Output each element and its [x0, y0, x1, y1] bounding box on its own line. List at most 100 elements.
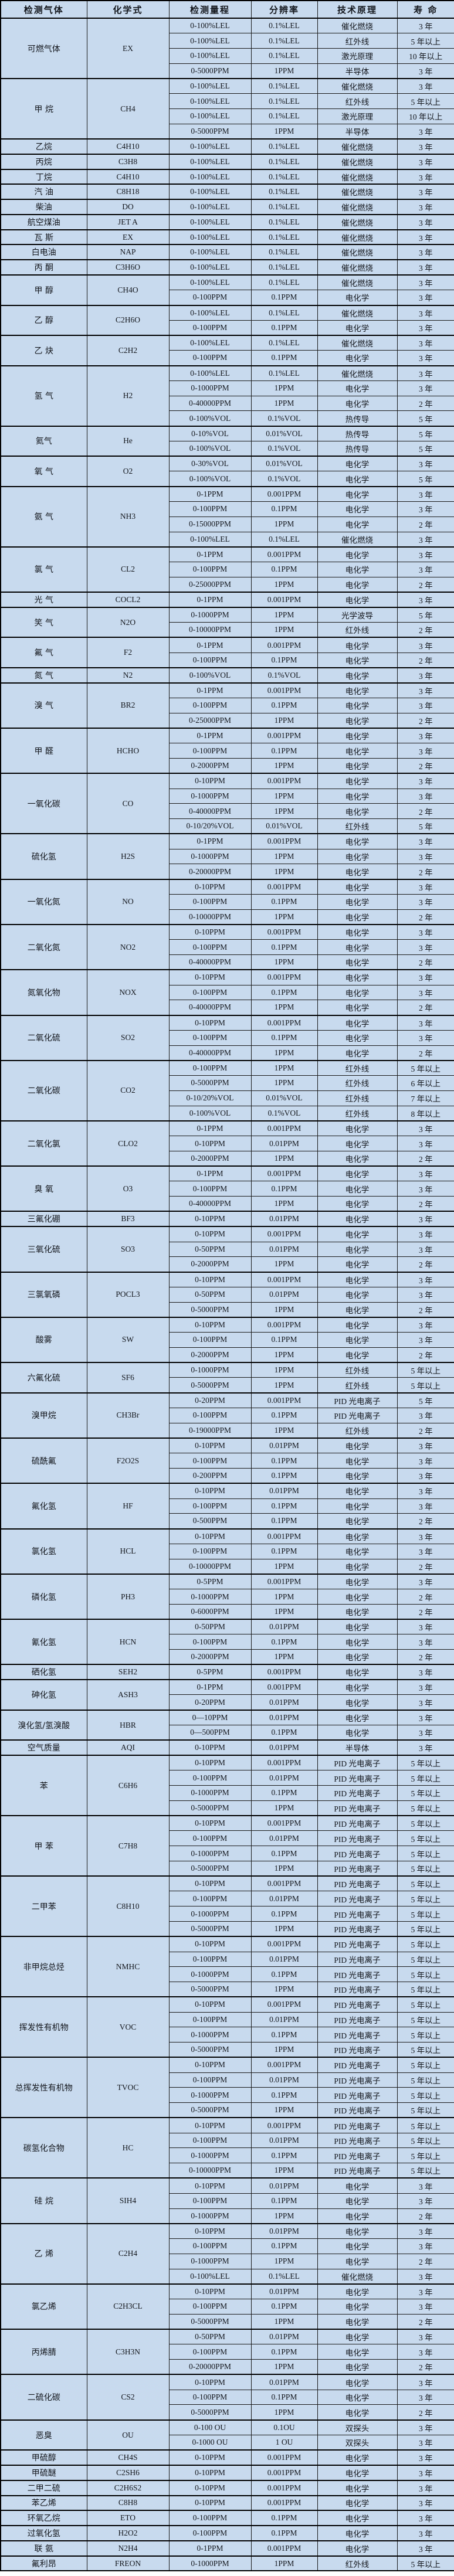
principle-cell: 电化学: [317, 1196, 398, 1212]
lifespan-cell: 3 年: [397, 2479, 454, 2496]
range-cell: 0-1PPM: [168, 1120, 252, 1137]
resolution-cell: 0.1%LEL: [250, 183, 318, 200]
lifespan-cell: 3 年: [397, 939, 454, 955]
gas-name-cell: 甲 烷: [0, 78, 87, 140]
lifespan-cell: 2 年: [397, 1603, 454, 1620]
range-cell: 0-1000PPM: [168, 380, 252, 396]
principle-cell: 电化学: [317, 2344, 398, 2360]
table-row: 柴油 DO 0-100%LEL 0.1%LEL 催化燃烧 3 年: [0, 199, 454, 215]
range-cell: 0-100PPM: [168, 893, 252, 910]
lifespan-cell: 3 年: [397, 259, 454, 276]
principle-cell: PID 光电离子: [317, 2102, 398, 2118]
resolution-cell: 0.001PPM: [250, 1014, 318, 1031]
formula-cell: C8H10: [86, 1875, 170, 1937]
formula-cell: C8H8: [86, 2495, 170, 2511]
table-row: 0-100PPM 0.1PPM 电化学 3 年: [1, 893, 454, 910]
lifespan-cell: 2 年: [397, 1649, 454, 1665]
formula-cell: C3H6O: [86, 259, 170, 276]
principle-cell: PID 光电离子: [317, 1996, 398, 2013]
table-row: 氢 气 H2 0-100%LEL 0.1%LEL 催化燃烧 3 年: [0, 365, 454, 427]
table-row: 0-100PPM 0.1PPM 电化学 3 年: [1, 1029, 454, 1046]
principle-cell: 电化学: [317, 1634, 398, 1650]
lifespan-cell: 3 年: [397, 878, 454, 895]
principle-cell: 半导体: [317, 63, 398, 79]
lifespan-cell: 3 年: [397, 138, 454, 155]
principle-cell: 电化学: [317, 2495, 398, 2511]
lifespan-cell: 3 年: [397, 1543, 454, 1559]
resolution-cell: 0.1%LEL: [250, 304, 318, 321]
range-cell: 0-5000PPM: [168, 123, 252, 140]
formula-cell: OU: [86, 2419, 170, 2451]
range-cell: 0-5000PPM: [168, 1982, 252, 1997]
range-cell: 0-20000PPM: [168, 864, 252, 880]
gas-name-cell: 乙 炔: [0, 335, 87, 366]
range-cell: 0—10PPM: [168, 1709, 252, 1726]
resolution-cell: 0.1%LEL: [250, 274, 318, 291]
range-cell: 0-2000PPM: [168, 1150, 252, 1167]
lifespan-cell: 3 年: [397, 773, 454, 789]
table-row: 光 气 COCL2 0-1PPM 0.001PPM 电化学 3 年: [0, 592, 454, 608]
gas-name-cell: 可燃气体: [0, 17, 87, 79]
lifespan-cell: 5 年以上: [397, 2087, 454, 2103]
range-cell: 0-200PPM: [168, 1468, 252, 1484]
principle-cell: 电化学: [317, 2253, 398, 2269]
table-row: 乙 烯 C2H4 0-10PPM 0.01PPM 电化学 3 年: [0, 2222, 454, 2285]
lifespan-cell: 2 年: [397, 1347, 454, 1363]
gas-name-cell: 甲 醛: [0, 727, 87, 774]
principle-cell: PID 光电离子: [317, 1800, 398, 1816]
formula-cell: SO3: [86, 1226, 170, 1273]
table-row: 0-50PPM 0.01PPM 电化学 3 年: [1, 1286, 454, 1303]
table-row: 0-100PPM 0.1PPM 电化学 3 年: [1, 1498, 454, 1514]
resolution-cell: 1PPM: [250, 758, 318, 774]
gas-name-cell: 瓦 斯: [0, 229, 87, 245]
lifespan-cell: 2 年: [397, 909, 454, 925]
range-cell: 0-100PPM: [168, 1029, 252, 1046]
lifespan-cell: 3 年: [397, 320, 454, 336]
table-row: 苯乙烯 C8H8 0-10PPM 0.001PPM 电化学 3 年: [0, 2495, 454, 2511]
resolution-cell: 1PPM: [250, 803, 318, 820]
table-row: 硅 烷 SIH4 0-10PPM 0.01PPM 电化学 3 年: [0, 2177, 454, 2224]
resolution-cell: 0.1PPM: [250, 1181, 318, 1197]
range-cell: 0-50PPM: [168, 1286, 252, 1303]
range-cell: 0-1000PPM: [168, 2208, 252, 2224]
formula-cell: C2H4: [86, 2222, 170, 2285]
principle-cell: 催化燃烧: [317, 138, 398, 155]
resolution-cell: 0.001PPM: [250, 878, 318, 895]
lifespan-cell: 5 年以上: [397, 1982, 454, 1997]
range-cell: 0-100PPM: [168, 1830, 252, 1847]
resolution-cell: 0.01PPM: [250, 1136, 318, 1151]
range-cell: 0-100%VOL: [168, 1105, 252, 1122]
formula-cell: HCHO: [86, 727, 170, 774]
resolution-cell: 0.1PPM: [250, 939, 318, 955]
formula-cell: HCL: [86, 1528, 170, 1575]
resolution-cell: 1PPM: [250, 1150, 318, 1167]
lifespan-cell: 3 年: [397, 546, 454, 563]
resolution-cell: 0.01PPM: [250, 1619, 318, 1635]
principle-cell: 电化学: [317, 1211, 398, 1227]
formula-cell: FREON: [86, 2555, 170, 2571]
lifespan-cell: 5 年以上: [397, 2072, 454, 2088]
table-row: 0-100PPM 0.01PPM PID 光电离子 5 年以上: [1, 1830, 454, 1847]
table-row: 0-100PPM 0.1PPM 电化学 3 年: [1, 984, 454, 1001]
lifespan-cell: 2 年: [397, 2253, 454, 2269]
table-row: 0-5000PPM 1PPM PID 光电离子 5 年以上: [1, 2042, 454, 2058]
principle-cell: 电化学: [317, 1256, 398, 1273]
lifespan-cell: 2 年: [397, 1000, 454, 1016]
range-cell: 0-100PPM: [168, 2299, 252, 2315]
table-row: 0-100PPM 0.01PPM PID 光电离子 5 年以上: [1, 1891, 454, 1907]
formula-cell: HBR: [86, 1709, 170, 1741]
table-row: 甲硫醚 C2SH6 0-10PPM 0.001PPM 电化学 3 年: [0, 2465, 454, 2481]
range-cell: 0-100 OU: [168, 2419, 252, 2435]
gas-name-cell: 氧 气: [0, 456, 87, 487]
table-row: 恶臭 OU 0-100 OU 0.1OU 双探头 3 年: [0, 2419, 454, 2451]
formula-cell: C6H6: [86, 1755, 170, 1816]
range-cell: 0-19000PPM: [168, 1422, 252, 1439]
table-row: 氦气 He 0-10%VOL 0.01%VOL 热传导 5 年: [0, 425, 454, 457]
table-row: 氟 气 F2 0-1PPM 0.001PPM 电化学 3 年: [0, 637, 454, 668]
principle-cell: 激光原理: [317, 108, 398, 124]
resolution-cell: 0.1PPM: [250, 984, 318, 1001]
principle-cell: PID 光电离子: [317, 1966, 398, 1983]
principle-cell: 电化学: [317, 1347, 398, 1363]
gas-name-cell: 乙 醇: [0, 304, 87, 336]
range-cell: 0-50PPM: [168, 1241, 252, 1258]
